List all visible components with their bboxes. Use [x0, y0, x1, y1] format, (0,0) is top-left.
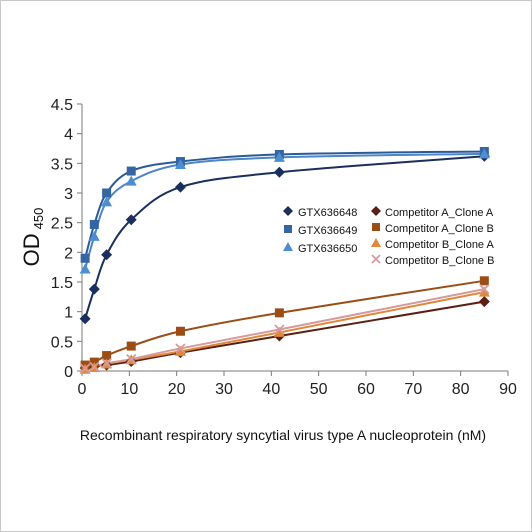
x-stroke: [274, 324, 285, 335]
legend-label: GTX636648: [298, 207, 357, 219]
x-tick-label: 60: [357, 381, 375, 398]
data-points: [79, 146, 490, 374]
y-axis-label-main: OD: [19, 233, 44, 266]
fit-curve: [84, 291, 485, 371]
data-point: [79, 263, 91, 274]
legend-marker: [283, 206, 293, 216]
data-point: [80, 253, 90, 263]
data-point: [102, 188, 112, 198]
legend-marker: [284, 225, 292, 233]
data-point: [174, 159, 186, 170]
legend-label: Competitor B_Clone B: [385, 255, 494, 267]
data-point: [79, 313, 91, 325]
data-point: [101, 358, 112, 369]
legend-label: Competitor A_Clone B: [385, 223, 494, 235]
y-axis-label: OD 450: [19, 208, 46, 267]
x-stroke: [101, 358, 112, 369]
y-tick-label: 0: [64, 364, 73, 381]
data-point: [174, 181, 186, 193]
data-point: [273, 151, 285, 162]
data-point: [88, 283, 100, 295]
y-tick-label: 0.5: [51, 334, 73, 351]
data-point: [102, 351, 112, 361]
legend-label: Competitor A_Clone A: [385, 207, 494, 219]
data-point: [126, 341, 136, 351]
x-tick-labels: 0 10 20 30 40 50 60 70 80 90: [78, 381, 517, 398]
x-tick-label: 90: [499, 381, 517, 398]
x-stroke: [79, 363, 91, 374]
y-tick-label: 2: [64, 245, 73, 262]
data-point: [479, 276, 489, 286]
legend-marker: [283, 242, 293, 251]
x-tick-label: 20: [168, 381, 186, 398]
legend: GTX636648 GTX636649 GTX636650 Competitor A_…: [277, 200, 505, 268]
x-tick-label: 10: [120, 381, 138, 398]
data-point: [174, 345, 186, 356]
y-tick-label: 2.5: [51, 216, 73, 233]
data-point: [88, 230, 100, 241]
data-point: [79, 363, 91, 374]
data-point: [273, 166, 285, 178]
x-stroke: [89, 361, 100, 372]
data-point: [125, 214, 137, 226]
legend-marker: [371, 206, 381, 216]
y-tick-label: 4.5: [51, 97, 73, 114]
legend-label: GTX636649: [298, 225, 357, 237]
y-tick-label: 1.5: [51, 275, 73, 292]
data-point: [89, 219, 99, 229]
data-point: [478, 286, 490, 297]
data-point: [126, 353, 137, 365]
fit-curve: [84, 279, 485, 367]
legend-marker: [371, 254, 381, 264]
y-tick-label: 3.5: [51, 156, 73, 173]
data-point: [273, 326, 285, 337]
x-tick-label: 40: [262, 381, 280, 398]
x-tick-label: 50: [310, 381, 328, 398]
data-point: [89, 361, 100, 372]
y-axis-label-subscript: 450: [31, 208, 46, 230]
axes: [77, 103, 509, 376]
y-tick-label: 4: [64, 127, 73, 144]
data-point: [101, 249, 113, 261]
x-tick-label: 80: [452, 381, 470, 398]
y-tick-labels: 0 0.5 1 1.5 2 2.5 3 3.5 4 4.5: [51, 97, 73, 381]
data-point: [101, 196, 113, 207]
data-point: [175, 343, 186, 354]
legend-label: Competitor B_Clone A: [385, 239, 494, 251]
data-point: [175, 326, 185, 336]
x-axis-label: Recombinant respiratory syncytial virus …: [80, 427, 486, 443]
data-point: [126, 166, 136, 176]
y-tick-label: 1: [64, 305, 73, 322]
legend-label: GTX636650: [298, 243, 357, 255]
x-stroke: [479, 283, 490, 295]
data-point: [125, 175, 137, 186]
data-point: [478, 148, 490, 159]
x-tick-label: 70: [404, 381, 422, 398]
data-point: [274, 308, 284, 318]
x-stroke: [371, 254, 381, 264]
data-point: [274, 324, 285, 335]
x-tick-label: 0: [78, 381, 87, 398]
x-stroke: [126, 353, 137, 365]
x-tick-label: 30: [215, 381, 233, 398]
data-point: [479, 283, 490, 295]
legend-marker: [371, 238, 381, 247]
legend-marker: [372, 223, 380, 231]
x-stroke: [175, 343, 186, 354]
y-tick-label: 3: [64, 186, 73, 203]
fit-curve: [84, 288, 485, 370]
data-point: [478, 296, 490, 308]
legend-box: [277, 200, 505, 268]
